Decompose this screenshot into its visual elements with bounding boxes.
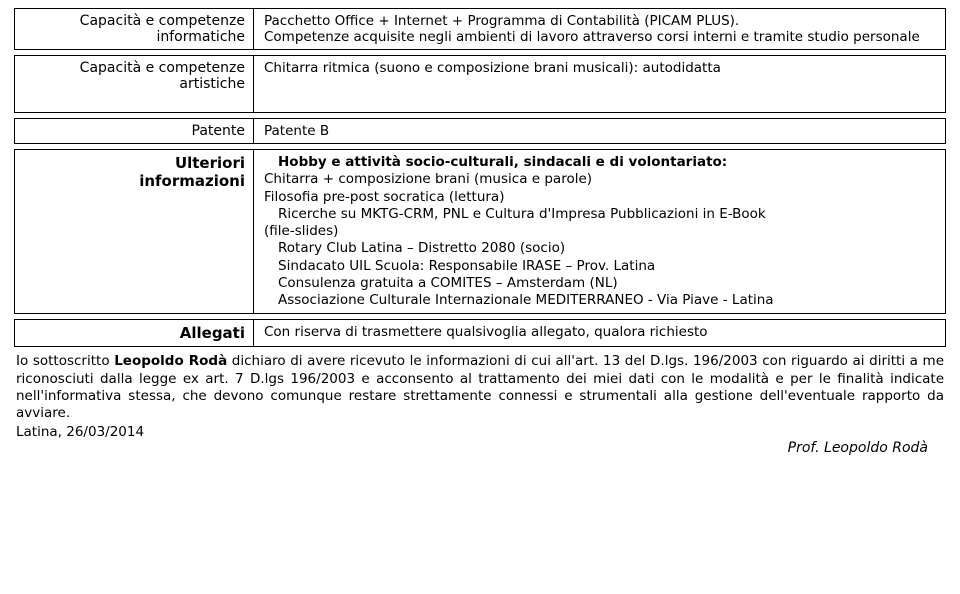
- ulteriori-l3b: Pubblicazioni in E-Book: [610, 206, 766, 222]
- row-patente: Patente Patente B: [14, 118, 946, 144]
- value-artistiche-l1: Chitarra ritmica (suono e composizione b…: [264, 60, 721, 76]
- label-informatiche-l1: Capacità e competenze: [80, 13, 245, 29]
- label-patente: Patente: [14, 118, 254, 144]
- value-informatiche-l2: Competenze acquisite negli ambienti di l…: [264, 29, 920, 45]
- value-allegati-text: Con riserva di trasmettere qualsivoglia …: [264, 324, 708, 340]
- value-informatiche: Pacchetto Office + Internet + Programma …: [254, 8, 946, 50]
- ulteriori-l4: (file-slides): [264, 223, 338, 239]
- ulteriori-heading: Hobby e attività socio-culturali, sindac…: [278, 154, 727, 170]
- row-allegati: Allegati Con riserva di trasmettere qual…: [14, 319, 946, 347]
- value-informatiche-l1: Pacchetto Office + Internet + Programma …: [264, 13, 739, 29]
- ulteriori-l7: Consulenza gratuita a COMITES – Amsterda…: [278, 275, 618, 291]
- label-informatiche-l2: informatiche: [156, 29, 245, 45]
- row-ulteriori: Ulteriori informazioni Hobby e attività …: [14, 149, 946, 314]
- value-patente: Patente B: [254, 118, 946, 144]
- label-ulteriori-l2: informazioni: [139, 172, 245, 190]
- declaration-paragraph: Io sottoscritto Leopoldo Rodà dichiaro d…: [16, 353, 944, 422]
- ulteriori-l1: Chitarra + composizione brani (musica e …: [264, 171, 592, 187]
- label-ulteriori-l1: Ulteriori: [175, 154, 245, 172]
- value-allegati: Con riserva di trasmettere qualsivoglia …: [254, 319, 946, 347]
- label-informatiche: Capacità e competenze informatiche: [14, 8, 254, 50]
- label-artistiche: Capacità e competenze artistiche: [14, 55, 254, 113]
- label-artistiche-l1: Capacità e competenze: [80, 60, 245, 76]
- value-ulteriori: Hobby e attività socio-culturali, sindac…: [254, 149, 946, 314]
- ulteriori-l2: Filosofia pre-post socratica (lettura): [264, 189, 504, 205]
- label-patente-text: Patente: [192, 123, 245, 139]
- ulteriori-l8: Associazione Culturale Internazionale ME…: [278, 292, 774, 308]
- value-artistiche: Chitarra ritmica (suono e composizione b…: [254, 55, 946, 113]
- label-artistiche-l2: artistiche: [179, 76, 245, 92]
- value-patente-text: Patente B: [264, 123, 329, 139]
- row-informatiche: Capacità e competenze informatiche Pacch…: [14, 8, 946, 50]
- ulteriori-l5: Rotary Club Latina – Distretto 2080 (soc…: [278, 240, 565, 256]
- cv-table: Capacità e competenze informatiche Pacch…: [14, 8, 946, 347]
- label-ulteriori: Ulteriori informazioni: [14, 149, 254, 314]
- row-artistiche: Capacità e competenze artistiche Chitarr…: [14, 55, 946, 113]
- ulteriori-l6: Sindacato UIL Scuola: Responsabile IRASE…: [278, 258, 655, 274]
- label-allegati-text: Allegati: [180, 324, 245, 342]
- decl-name: Leopoldo Rodà: [114, 353, 227, 369]
- date-line: Latina, 26/03/2014: [16, 424, 944, 440]
- label-allegati: Allegati: [14, 319, 254, 347]
- decl-t1: Io sottoscritto: [16, 353, 114, 369]
- ulteriori-l3a: Ricerche su MKTG-CRM, PNL e Cultura d'Im…: [278, 206, 610, 222]
- signature-line: Prof. Leopoldo Rodà: [14, 440, 928, 456]
